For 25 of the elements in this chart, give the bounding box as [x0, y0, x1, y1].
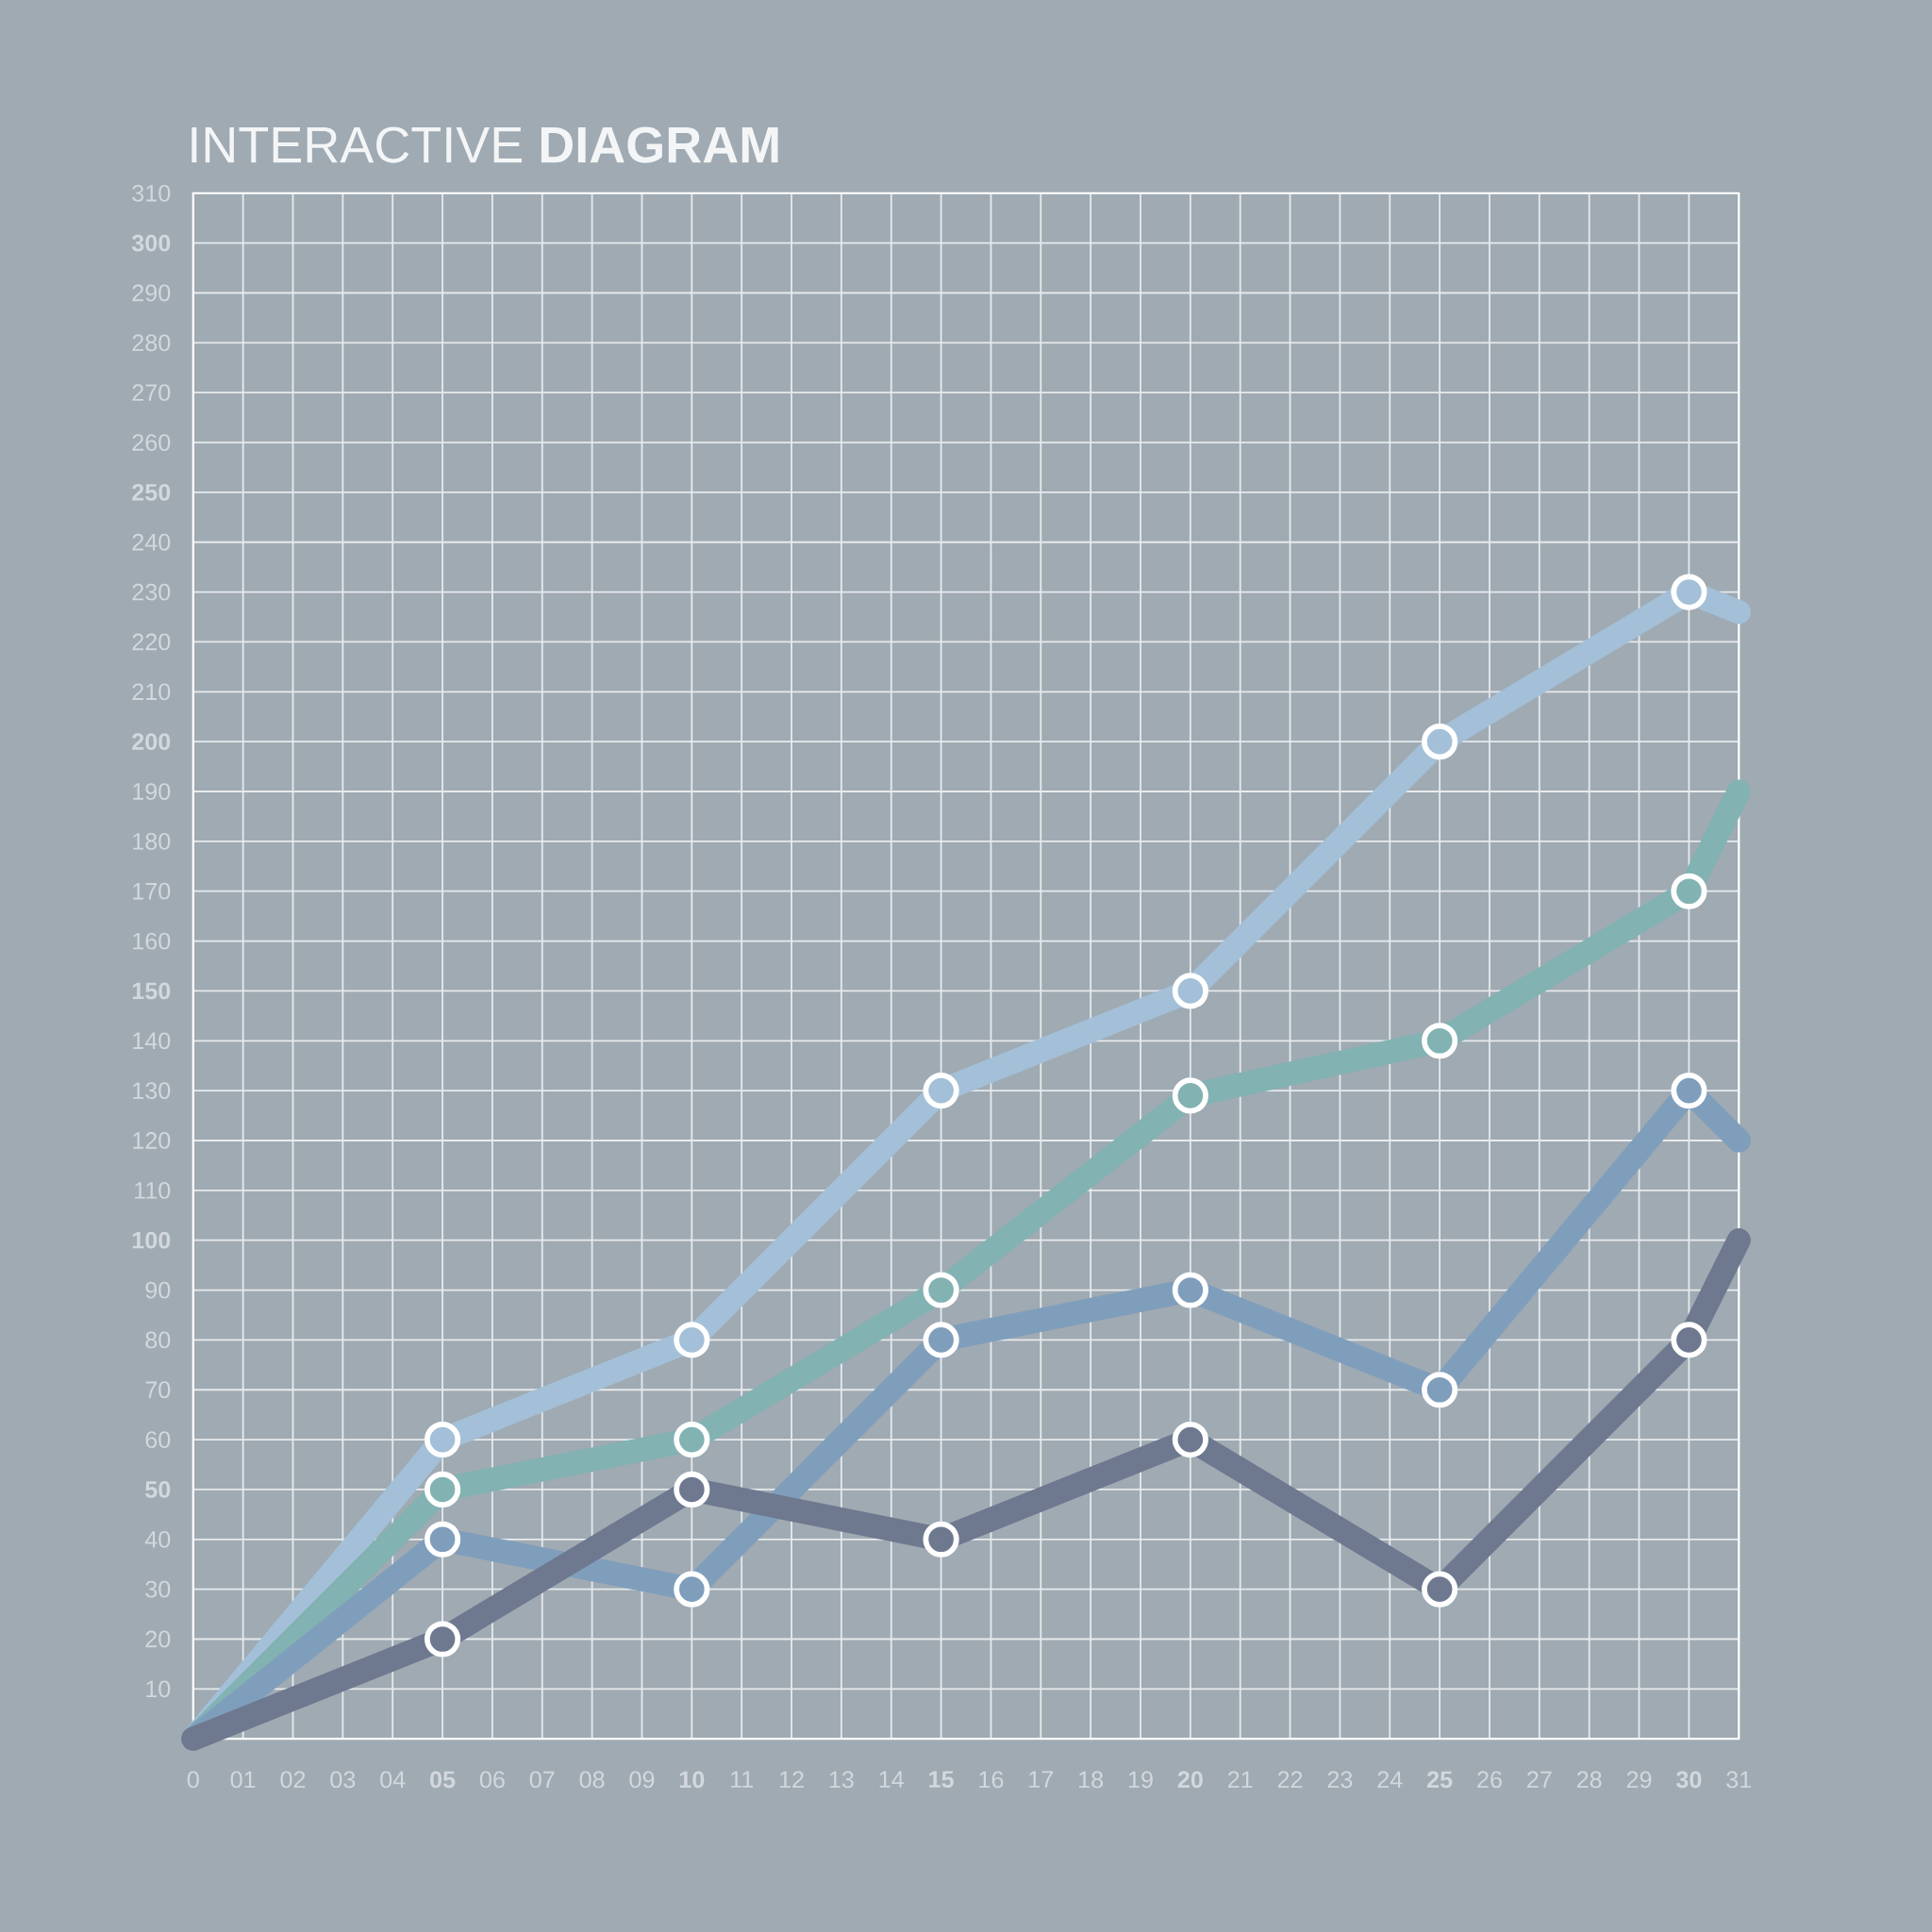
- point: [1671, 873, 1707, 909]
- point: [424, 1521, 461, 1557]
- point: [1671, 574, 1707, 610]
- point: [424, 1621, 461, 1657]
- point: [1671, 1073, 1707, 1109]
- point: [1422, 724, 1458, 760]
- point: [674, 1422, 710, 1458]
- point: [1172, 1077, 1208, 1114]
- point: [674, 1571, 710, 1607]
- point: [1422, 1372, 1458, 1408]
- point: [1172, 1422, 1208, 1458]
- point: [923, 1322, 959, 1358]
- point: [424, 1471, 461, 1508]
- point: [674, 1322, 710, 1358]
- point: [1172, 1272, 1208, 1308]
- point: [923, 1272, 959, 1308]
- point: [674, 1471, 710, 1508]
- point: [1671, 1322, 1707, 1358]
- point: [424, 1422, 461, 1458]
- chart-title: INTERACTIVE DIAGRAM: [192, 126, 778, 163]
- point: [1172, 973, 1208, 1009]
- point: [1422, 1571, 1458, 1607]
- point: [1422, 1023, 1458, 1059]
- point: [923, 1073, 959, 1109]
- point: [923, 1521, 959, 1557]
